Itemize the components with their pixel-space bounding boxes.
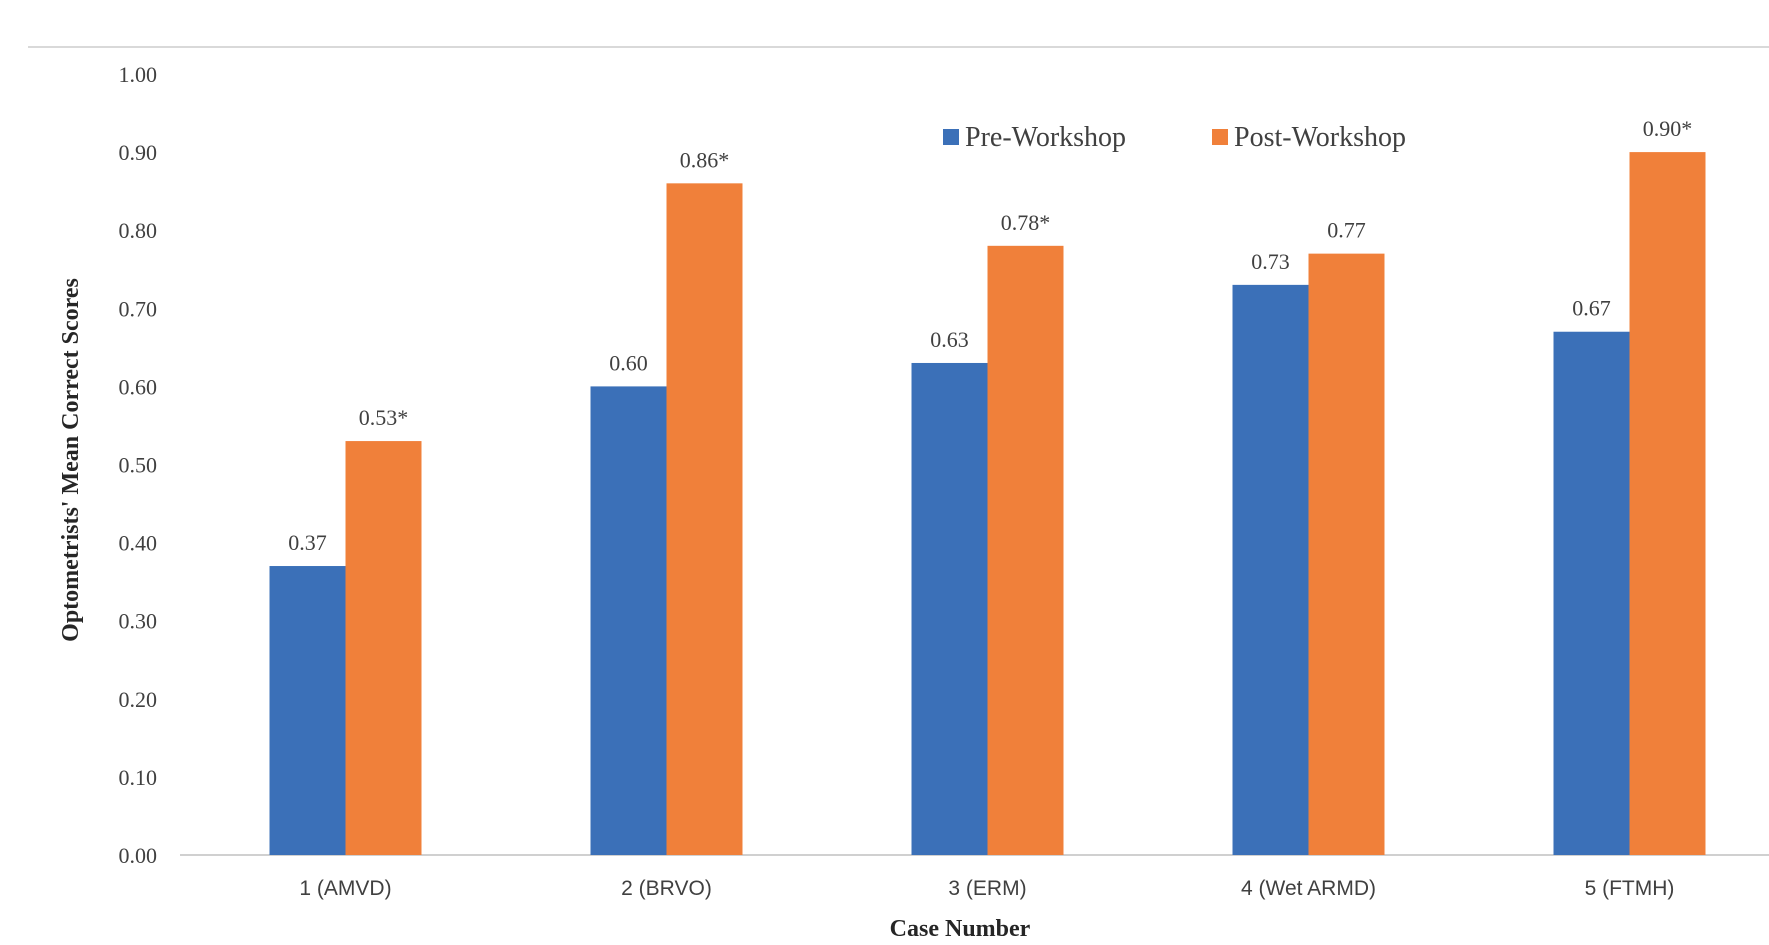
x-tick-label: 2 (BRVO) bbox=[621, 877, 712, 900]
bar-post-workshop bbox=[1629, 152, 1706, 856]
bar-group bbox=[269, 152, 1706, 856]
data-label: 0.73 bbox=[1251, 249, 1290, 274]
bar-post-workshop bbox=[987, 245, 1064, 855]
data-label: 0.37 bbox=[288, 530, 327, 555]
bar-post-workshop bbox=[345, 441, 422, 855]
bar-pre-workshop bbox=[590, 386, 667, 855]
data-label: 0.77 bbox=[1327, 218, 1366, 243]
y-tick-label: 0.30 bbox=[119, 609, 158, 634]
bar-post-workshop bbox=[1308, 253, 1385, 855]
data-label: 0.53* bbox=[359, 405, 409, 430]
y-tick-label: 0.10 bbox=[119, 765, 158, 790]
y-tick-label: 0.20 bbox=[119, 687, 158, 712]
legend-label: Post-Workshop bbox=[1234, 122, 1406, 153]
x-tick-label: 3 (ERM) bbox=[948, 877, 1026, 900]
y-tick-label: 0.70 bbox=[119, 296, 158, 321]
data-label: 0.90* bbox=[1643, 116, 1693, 141]
y-tick-label: 0.50 bbox=[119, 453, 158, 478]
bar-pre-workshop bbox=[1553, 331, 1630, 856]
x-axis-tick-labels: 1 (AMVD) 2 (BRVO) 3 (ERM) 4 (Wet ARMD) 5 (FT… bbox=[299, 877, 1674, 900]
data-label: 0.78* bbox=[1001, 210, 1051, 235]
y-axis-ticks: 0.00 0.10 0.20 0.30 0.40 0.50 0.60 0.70 0.80 0.90… bbox=[119, 62, 158, 868]
data-label: 0.60 bbox=[609, 350, 648, 375]
bar-pre-workshop bbox=[911, 362, 988, 855]
legend-label: Pre-Workshop bbox=[965, 122, 1126, 153]
bar-post-workshop bbox=[666, 183, 743, 856]
y-tick-label: 0.40 bbox=[119, 531, 158, 556]
y-tick-label: 0.90 bbox=[119, 140, 158, 165]
x-axis-title: Case Number bbox=[890, 916, 1031, 942]
bar-pre-workshop bbox=[269, 566, 346, 855]
data-label: 0.86* bbox=[680, 147, 730, 172]
data-label: 0.67 bbox=[1572, 296, 1611, 321]
legend: Pre-Workshop Post-Workshop bbox=[943, 122, 1406, 153]
legend-swatch bbox=[1212, 129, 1228, 145]
x-tick-label: 5 (FTMH) bbox=[1585, 877, 1675, 900]
data-labels: 0.37 0.53* 0.60 0.86* 0.63 0.78* 0.73 0.77 0.67 0… bbox=[288, 116, 1692, 555]
x-tick-label: 4 (Wet ARMD) bbox=[1241, 877, 1376, 900]
y-tick-label: 1.00 bbox=[119, 62, 158, 87]
y-tick-label: 0.60 bbox=[119, 374, 158, 399]
y-tick-label: 0.00 bbox=[119, 843, 158, 868]
bar-pre-workshop bbox=[1232, 284, 1309, 855]
y-tick-label: 0.80 bbox=[119, 218, 158, 243]
x-tick-label: 1 (AMVD) bbox=[299, 877, 391, 900]
y-axis-title: Optometrists' Mean Correct Scores bbox=[58, 278, 84, 642]
legend-swatch bbox=[943, 129, 959, 145]
data-label: 0.63 bbox=[930, 327, 969, 352]
